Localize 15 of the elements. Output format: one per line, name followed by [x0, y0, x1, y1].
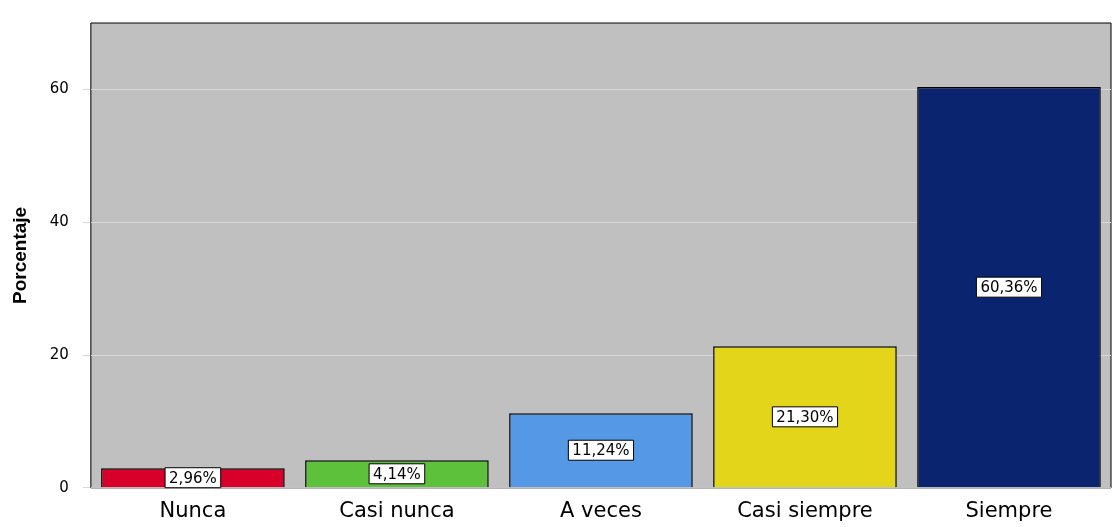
y-tick-label: 0 [59, 477, 69, 496]
data-label: 4,14% [373, 464, 421, 483]
x-tick-label: Nunca [159, 497, 227, 522]
x-tick-label: Siempre [965, 497, 1053, 522]
data-label: 60,36% [980, 278, 1038, 297]
x-tick-label: Casi nunca [339, 497, 455, 522]
x-tick-label: A veces [560, 497, 642, 522]
data-label: 11,24% [572, 441, 630, 460]
x-tick-label: Casi siempre [737, 497, 873, 522]
data-label: 2,96% [169, 468, 217, 487]
y-tick-label: 20 [49, 344, 69, 363]
y-tick-label: 60 [49, 79, 69, 98]
y-axis-title: Porcentaje [8, 206, 30, 304]
data-label: 21,30% [776, 407, 834, 426]
y-tick-label: 40 [49, 212, 69, 231]
